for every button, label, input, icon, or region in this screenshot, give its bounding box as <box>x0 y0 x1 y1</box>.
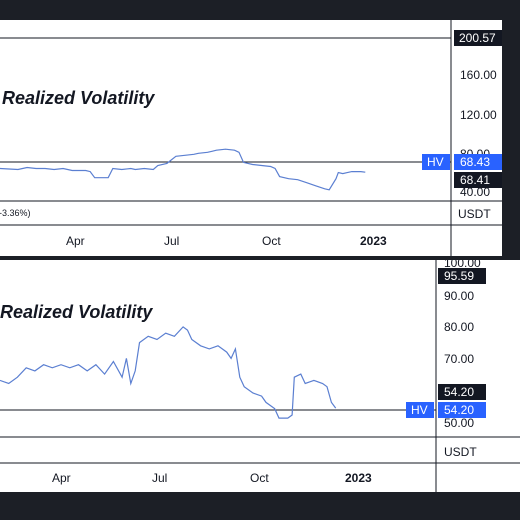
x-tick-label: 2023 <box>345 471 372 485</box>
last-value-text: 54.20 <box>444 385 474 399</box>
y-tick-label: 70.00 <box>444 352 474 366</box>
x-tick-label: 2023 <box>360 234 387 248</box>
y-tick-label: 100.00 <box>444 260 481 270</box>
hv-value-badge <box>438 402 486 418</box>
y-tick-label: 160.00 <box>460 68 497 82</box>
hv-label-text: HV <box>427 155 444 169</box>
y-tick-label: 120.00 <box>460 108 497 122</box>
hv-label-badge <box>422 154 450 170</box>
chart-title: Realized Volatility <box>2 88 155 108</box>
max-value-badge-text: 95.59 <box>444 269 474 283</box>
x-tick-label: Oct <box>262 234 281 248</box>
y-axis-ticks: 100.00 90.00 80.00 70.00 50.00 <box>444 260 481 430</box>
chart-subtitle: -3.36%) <box>0 208 31 218</box>
chart-bottom-svg[interactable]: Realized Volatility 100.00 90.00 80.00 70.0… <box>0 260 520 492</box>
price-axis-unit: USDT <box>444 445 477 459</box>
x-tick-label: Jul <box>152 471 167 485</box>
hv-label-text: HV <box>411 403 428 417</box>
last-value-badge <box>438 384 486 400</box>
max-value-badge <box>438 268 486 284</box>
x-tick-label: Apr <box>66 234 85 248</box>
hv-value-text: 68.43 <box>460 155 490 169</box>
hv-value-badge <box>454 154 502 170</box>
max-value-badge <box>454 30 502 46</box>
y-tick-label: 80.00 <box>444 320 474 334</box>
chart-title: Realized Volatility <box>0 302 153 322</box>
x-tick-label: Oct <box>250 471 269 485</box>
max-value-badge-text: 200.57 <box>459 31 496 45</box>
chart-panel-bottom: Realized Volatility 100.00 90.00 80.00 70.0… <box>0 260 520 492</box>
price-axis-unit: USDT <box>458 207 491 221</box>
x-axis-ticks: Apr Jul Oct 2023 <box>52 471 372 485</box>
hv-label-badge <box>406 402 434 418</box>
chart-panel-top: Realized Volatility -3.36%) 160.00 120.00… <box>0 20 502 256</box>
chart-top-svg[interactable]: Realized Volatility -3.36%) 160.00 120.00… <box>0 20 502 256</box>
x-tick-label: Apr <box>52 471 71 485</box>
volatility-line <box>0 326 337 419</box>
volatility-line <box>0 148 366 191</box>
y-tick-label: 40.00 <box>460 185 490 199</box>
x-tick-label: Jul <box>164 234 179 248</box>
y-tick-label: 90.00 <box>444 289 474 303</box>
last-value-badge <box>454 172 502 188</box>
last-value-text: 68.41 <box>460 173 490 187</box>
x-axis-ticks: Apr Jul Oct 2023 <box>66 234 387 248</box>
y-tick-label: 50.00 <box>444 416 474 430</box>
hv-value-text: 54.20 <box>444 403 474 417</box>
